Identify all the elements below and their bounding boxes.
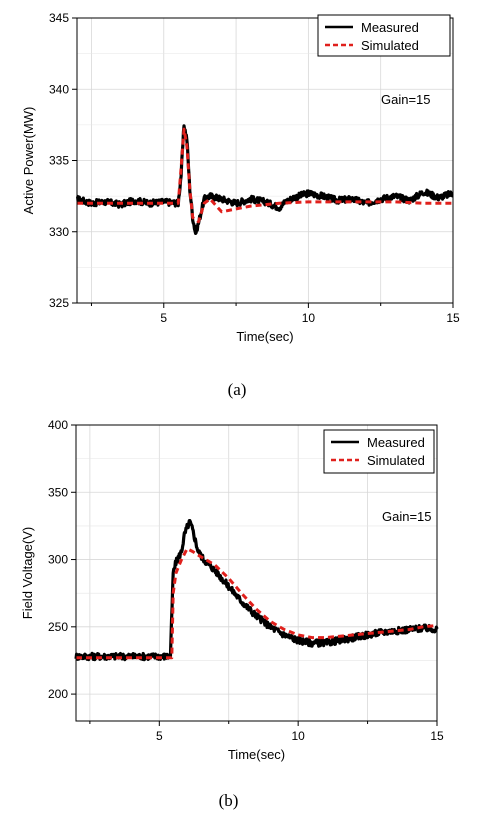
x-tick-label: 10	[291, 729, 305, 743]
chart-a: 5 10 15 325 330 335 340 345 Time(sec) Active Powe…	[21, 11, 460, 399]
x-tick-label: 5	[156, 729, 163, 743]
y-tick-label: 400	[48, 418, 68, 432]
y-tick-label: 300	[48, 553, 68, 567]
series-line-simulated	[76, 547, 438, 660]
y-tick-label: 345	[49, 11, 69, 25]
y-tick-label: 325	[49, 296, 69, 310]
y-tick-label: 330	[49, 225, 69, 239]
ticks: 5 10 15 200 250 300 350 400	[48, 418, 444, 743]
legend: Measured Simulated	[323, 429, 435, 474]
x-tick-label: 5	[160, 311, 167, 325]
y-tick-label: 335	[49, 154, 69, 168]
y-tick-label: 340	[49, 82, 69, 96]
x-tick-label: 15	[430, 729, 444, 743]
x-tick-label: 10	[302, 311, 316, 325]
y-axis-label: Field Voltage(V)	[20, 527, 35, 620]
y-tick-label: 350	[48, 485, 68, 499]
legend-label-simulated: Simulated	[361, 38, 419, 53]
plot-frame	[75, 424, 438, 722]
figure-caption: (b)	[219, 791, 239, 810]
legend-label-measured: Measured	[367, 435, 425, 450]
legend-label-measured: Measured	[361, 20, 419, 35]
gain-annotation: Gain=15	[382, 509, 432, 524]
x-axis-label: Time(sec)	[228, 747, 285, 762]
y-tick-label: 200	[48, 687, 68, 701]
series-group	[75, 124, 455, 236]
series-line-simulated	[77, 127, 453, 224]
x-tick-label: 15	[446, 311, 460, 325]
chart-b: 5 10 15 200 250 300 350 400 Time(sec) Field Volta…	[20, 418, 444, 810]
legend-box	[317, 14, 451, 57]
legend-label-simulated: Simulated	[367, 453, 425, 468]
series-line-measured	[75, 124, 455, 236]
grid	[76, 425, 437, 721]
series-group	[74, 518, 439, 662]
gain-annotation: Gain=15	[381, 92, 431, 107]
series-line-measured	[74, 518, 439, 662]
y-tick-label: 250	[48, 620, 68, 634]
grid	[77, 18, 453, 303]
figure-caption: (a)	[228, 380, 247, 399]
x-axis-label: Time(sec)	[236, 329, 293, 344]
y-axis-label: Active Power(MW)	[21, 107, 36, 215]
ticks: 5 10 15 325 330 335 340 345	[49, 11, 460, 325]
legend-box	[323, 429, 435, 474]
legend: Measured Simulated	[317, 14, 451, 57]
